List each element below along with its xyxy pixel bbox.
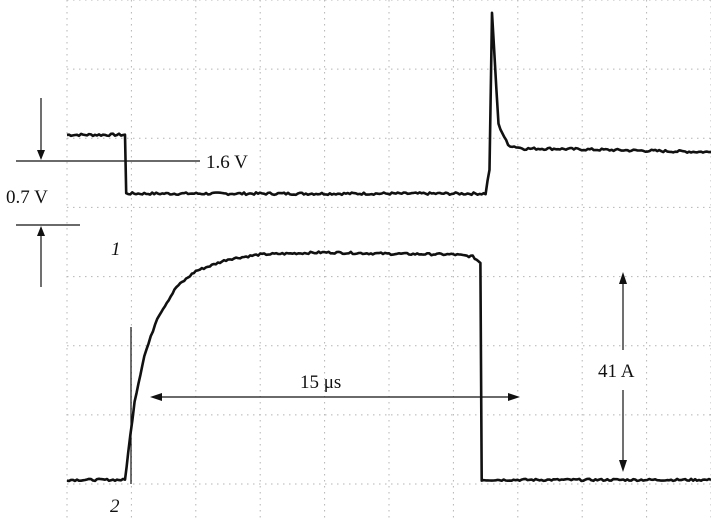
ch2-amplitude-label: 41 A (598, 361, 635, 382)
trace-channel-2 (66, 250, 711, 483)
ch2-annotations: 15 μs 41 A 2 (110, 272, 635, 517)
arrowhead-down-icon (37, 150, 45, 160)
ch1-step-annotation: 1.6 V 0.7 V 1 (6, 98, 248, 287)
arrowhead-up-icon (619, 272, 627, 284)
arrowhead-left-icon (150, 393, 162, 401)
trace-channel-1 (66, 11, 711, 197)
graticule (66, 0, 711, 521)
ch1-marker-label: 1 (111, 239, 121, 260)
arrowhead-right-icon (508, 393, 520, 401)
ch1-level-label: 1.6 V (206, 152, 248, 173)
arrowhead-up-icon (37, 226, 45, 236)
arrowhead-down-icon (619, 460, 627, 472)
ch1-step-label: 0.7 V (6, 187, 48, 208)
pulse-width-label: 15 μs (300, 372, 341, 393)
ch2-marker-label: 2 (110, 496, 120, 517)
